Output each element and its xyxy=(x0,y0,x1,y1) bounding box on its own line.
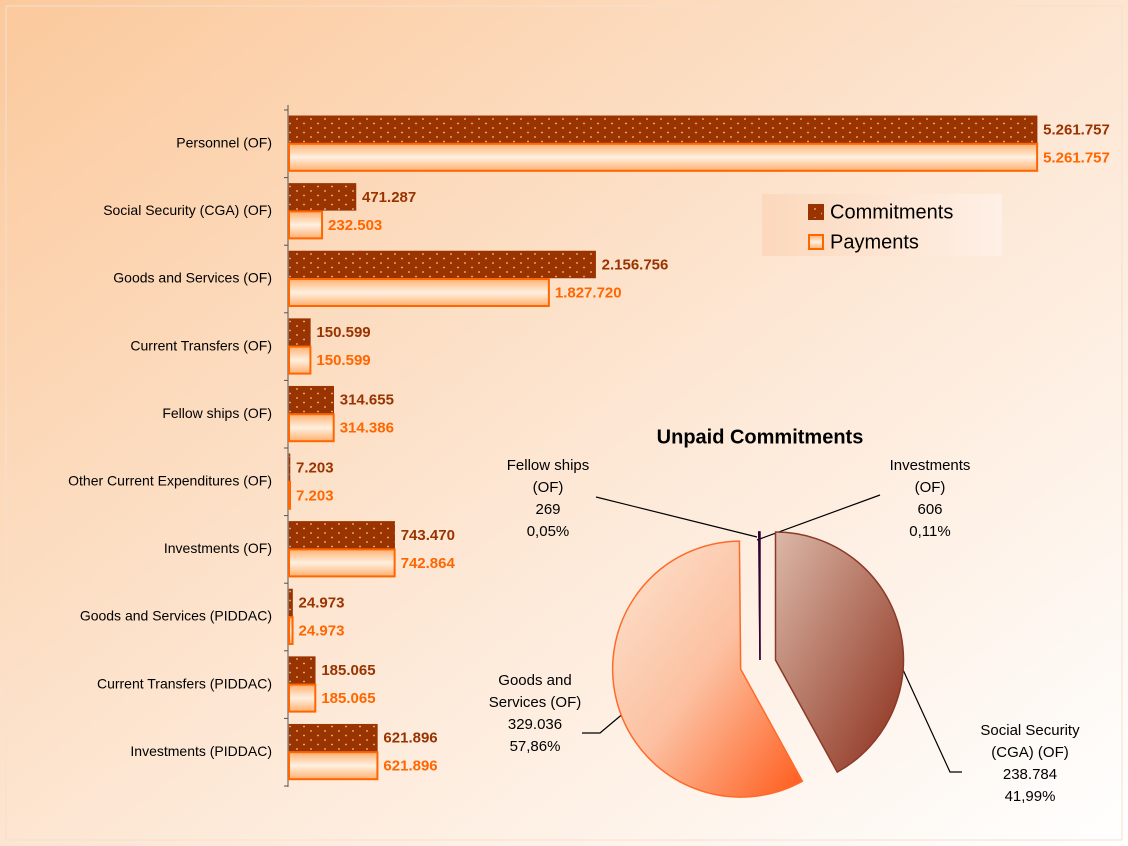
value-label: 314.386 xyxy=(340,420,394,437)
pie-value-label: 606 xyxy=(917,501,943,518)
bar xyxy=(288,616,294,645)
pie-label: Investments (OF) xyxy=(889,457,971,496)
legend-label: Commitments xyxy=(830,201,953,223)
bar xyxy=(288,751,379,781)
bar xyxy=(288,385,334,414)
y-tick-label: Social Security (CGA) (OF) xyxy=(103,202,272,218)
bar xyxy=(288,345,312,375)
bar xyxy=(288,521,395,549)
bar xyxy=(288,723,378,752)
border xyxy=(5,5,1123,841)
bar xyxy=(288,115,1038,144)
bar xyxy=(288,278,550,307)
legend-label: Payments xyxy=(830,231,919,253)
pie-slice xyxy=(758,531,761,661)
value-label: 7.203 xyxy=(296,459,334,476)
bar xyxy=(288,548,396,578)
pie-percent-label: 41,99% xyxy=(1004,788,1056,805)
value-label: 185.065 xyxy=(321,662,375,679)
y-tick-label: Investments (OF) xyxy=(164,540,272,556)
y-tick-label: Other Current Expenditures (OF) xyxy=(68,473,272,489)
y-tick-label: Current Transfers (PIDDAC) xyxy=(97,675,272,691)
value-label: 150.599 xyxy=(316,352,370,369)
bar xyxy=(288,183,357,211)
legend-box xyxy=(762,194,1002,256)
y-tick-label: Fellow ships (OF) xyxy=(162,405,272,421)
value-label: 5.261.757 xyxy=(1043,121,1110,138)
y-tick-label: Personnel (OF) xyxy=(176,135,272,151)
value-label: 314.655 xyxy=(340,392,394,409)
value-label: 621.896 xyxy=(383,730,437,747)
value-label: 742.864 xyxy=(401,555,456,572)
pie-percent-label: 0,11% xyxy=(909,523,951,540)
bar xyxy=(288,142,1039,172)
value-label: 24.973 xyxy=(299,594,345,611)
bar xyxy=(288,413,335,443)
value-label: 185.065 xyxy=(321,690,375,707)
value-label: 7.203 xyxy=(296,487,334,504)
pie-value-label: 238.784 xyxy=(1002,766,1058,783)
y-tick-label: Goods and Services (PIDDAC) xyxy=(80,608,272,624)
pie-slice xyxy=(611,540,804,798)
value-label: 1.827.720 xyxy=(555,284,622,301)
y-tick-label: Investments (PIDDAC) xyxy=(130,743,272,759)
value-label: 150.599 xyxy=(316,324,370,341)
bar xyxy=(288,480,292,510)
value-label: 621.896 xyxy=(383,758,437,775)
bar xyxy=(288,250,596,279)
pie-label: Fellow ships (OF) xyxy=(506,457,590,496)
pie-label: Social Security (CGA) (OF) xyxy=(980,722,1080,761)
bar xyxy=(288,656,316,684)
value-label: 5.261.757 xyxy=(1043,149,1110,166)
value-label: 743.470 xyxy=(401,527,455,544)
pie-title: Unpaid Commitments xyxy=(657,426,864,448)
pie-label: Goods and Services (OF) xyxy=(488,672,582,711)
value-label: 2.156.756 xyxy=(602,256,669,273)
pie-value-label: 269 xyxy=(535,501,561,518)
value-label: 24.973 xyxy=(299,622,345,639)
value-label: 232.503 xyxy=(328,217,382,234)
legend-swatch xyxy=(808,234,824,250)
pie-percent-label: 57,86% xyxy=(509,738,561,755)
bar xyxy=(288,318,311,346)
bar xyxy=(288,588,293,617)
pie-slice xyxy=(774,531,905,774)
bar xyxy=(288,683,317,713)
bar xyxy=(288,210,324,240)
pie-percent-label: 0,05% xyxy=(526,523,570,540)
y-tick-label: Current Transfers (OF) xyxy=(130,337,272,353)
y-tick-label: Goods and Services (OF) xyxy=(113,270,272,286)
legend-swatch xyxy=(808,204,824,220)
pie-value-label: 329.036 xyxy=(507,716,563,733)
bar xyxy=(288,453,291,482)
value-label: 471.287 xyxy=(362,189,416,206)
